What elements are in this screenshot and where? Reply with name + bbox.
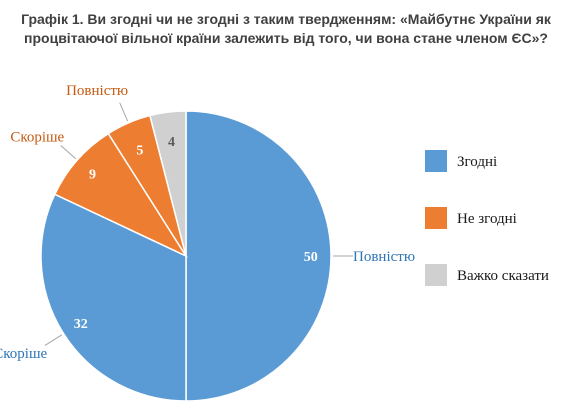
- leader-line: [44, 334, 63, 346]
- slice-category-label: Скоріше: [0, 346, 48, 362]
- slice-value-label: 4: [168, 135, 175, 150]
- slice-value-label: 5: [136, 144, 143, 159]
- legend-swatch: [425, 150, 447, 172]
- legend-label: Не згодні: [457, 211, 517, 227]
- chart-title-line-1: Графік 1. Ви згодні чи не згодні з таким…: [21, 11, 551, 27]
- pie-slices: [40, 110, 332, 402]
- slice-category-label: Повністю: [353, 249, 415, 265]
- pie-slice: [40, 193, 187, 402]
- leader-line: [60, 145, 77, 160]
- chart-title-line-2: процвітаючої вільної країни залежить від…: [24, 30, 548, 46]
- legend-swatch: [425, 264, 447, 286]
- slice-value-label: 50: [304, 250, 318, 265]
- slice-value-label: 32: [74, 317, 88, 332]
- slice-category-label: Повністю: [66, 83, 128, 99]
- category-labels: Повністю Скоріше Скоріше Повністю: [0, 83, 415, 362]
- pie-slice: [185, 110, 332, 402]
- chart-title: Графік 1. Ви згодні чи не згодні з таким…: [0, 10, 572, 48]
- pie-slice: [149, 110, 187, 257]
- legend-label: Згодні: [457, 154, 497, 170]
- data-labels: 50 32 9 5 4: [74, 135, 318, 332]
- legend: Згодні Не згодні Важко сказати: [425, 150, 549, 286]
- leader-lines: [44, 102, 353, 346]
- pie-slice: [53, 132, 189, 258]
- slice-category-label: Скоріше: [10, 129, 64, 145]
- leader-line: [119, 102, 129, 122]
- slice-value-label: 9: [89, 168, 96, 183]
- legend-label: Важко сказати: [457, 268, 549, 284]
- legend-swatch: [425, 207, 447, 229]
